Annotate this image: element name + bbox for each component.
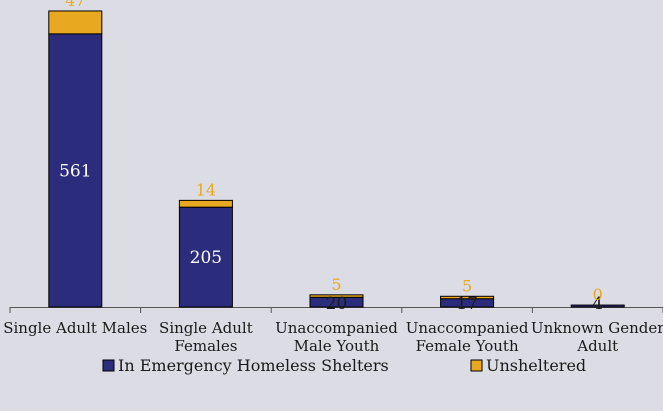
bar-unsheltered (48, 10, 103, 35)
bar-shelters (570, 304, 625, 308)
x-tick-label: Unaccompanied (275, 319, 398, 337)
data-label-shelters: 20 (326, 294, 348, 314)
x-tick-label: Females (174, 337, 237, 355)
data-label-unsheltered: 47 (65, 0, 85, 10)
data-label-shelters: 4 (592, 294, 603, 314)
x-tick-label: Unknown Gender (531, 319, 663, 337)
data-label-unsheltered: 0 (593, 285, 603, 304)
data-label-shelters: 561 (59, 161, 91, 181)
bar-shelters (48, 33, 103, 308)
data-label-unsheltered: 14 (196, 180, 216, 199)
data-label-unsheltered: 5 (462, 276, 472, 295)
legend-swatch (470, 359, 483, 372)
data-label-unsheltered: 5 (331, 275, 341, 294)
legend-label: In Emergency Homeless Shelters (118, 356, 389, 375)
bar-unsheltered (178, 199, 233, 208)
legend-swatch (102, 359, 115, 372)
legend-label: Unsheltered (486, 356, 586, 375)
x-tick-label: Female Youth (416, 337, 519, 355)
x-tick-label: Male Youth (294, 337, 380, 355)
data-label-shelters: 205 (190, 248, 222, 268)
data-label-shelters: 17 (456, 294, 478, 314)
x-tick-label: Single Adult Males (3, 319, 147, 337)
x-tick-label: Single Adult (159, 319, 253, 337)
x-tick-label: Unaccompanied (406, 319, 529, 337)
bar-shelters (178, 206, 233, 308)
bar-unsheltered (309, 294, 364, 298)
x-tick-label: Adult (576, 337, 618, 355)
bar-unsheltered (440, 295, 495, 300)
